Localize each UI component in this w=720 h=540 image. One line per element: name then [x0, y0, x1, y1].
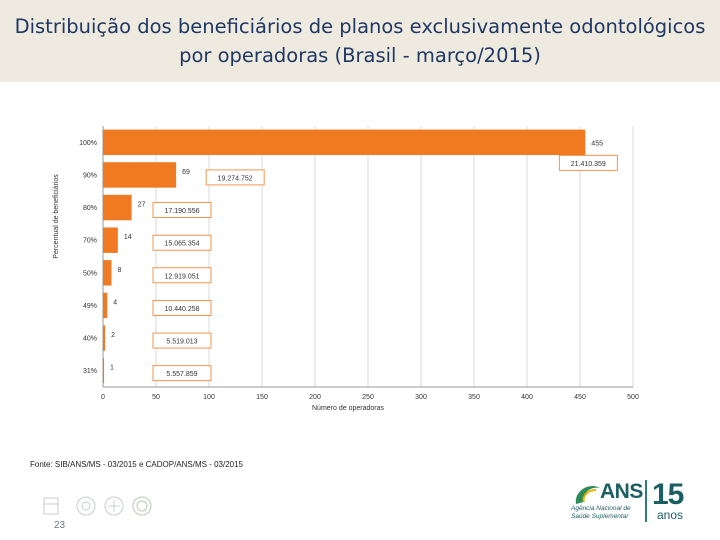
y-axis-title: Percentual de beneficiários [53, 174, 60, 259]
logo-icon-3 [104, 496, 124, 516]
x-tick-label: 500 [627, 394, 639, 401]
logo-icon-4 [132, 496, 152, 516]
title-band [0, 0, 720, 82]
anniversary-label: anos [657, 508, 684, 522]
partner-logos [43, 496, 152, 516]
beneficiaries-box [152, 300, 212, 316]
ans-logo-text: ANS [600, 480, 643, 503]
bar-value-label: 1 [110, 365, 114, 372]
bar-value-label: 2 [111, 332, 115, 339]
y-tick-label: 50% [83, 270, 97, 277]
beneficiaries-label: 21.410.359 [571, 161, 606, 168]
beneficiaries-box [152, 202, 212, 218]
y-tick-label: 49% [83, 303, 97, 310]
beneficiaries-label: 17.190.556 [164, 208, 199, 215]
beneficiaries-label: 15.065.354 [164, 241, 199, 248]
bar [103, 129, 586, 156]
x-tick-label: 350 [468, 394, 480, 401]
beneficiaries-box [152, 267, 212, 284]
ans-subtitle-line-2: Saúde Suplementar [571, 512, 629, 520]
beneficiaries-box [152, 332, 212, 349]
y-tick-label: 40% [83, 336, 97, 343]
x-tick-label: 250 [362, 394, 374, 401]
x-tick-label: 0 [101, 394, 105, 401]
page-number: 23 [54, 520, 66, 531]
anniversary-number: 15 [652, 478, 684, 511]
bar-value-label: 27 [138, 202, 146, 209]
beneficiaries-label: 5.519.013 [166, 339, 197, 346]
y-tick-label: 31% [83, 368, 97, 375]
bar [103, 260, 112, 286]
title-line-2: por operadoras (Brasil - março/2015) [179, 44, 541, 67]
beneficiaries-box [152, 365, 212, 382]
x-tick-label: 400 [521, 394, 533, 401]
bar [103, 227, 118, 253]
bar [103, 325, 106, 351]
x-tick-label: 200 [309, 394, 321, 401]
bar [103, 162, 177, 188]
beneficiaries-label: 12.919.051 [164, 273, 199, 280]
x-tick-label: 300 [415, 394, 427, 401]
beneficiaries-label: 19.274.752 [218, 175, 253, 182]
page-title: Distribuição dos beneficiários de planos… [0, 12, 720, 70]
ans-logo-subtitle: Agência Nacional de Saúde Suplementar [571, 505, 631, 520]
ans-swoosh-icon [575, 485, 600, 504]
bar [103, 292, 108, 319]
x-tick-label: 150 [256, 394, 268, 401]
beneficiaries-label: 5.557.859 [166, 371, 197, 378]
bar [103, 194, 132, 221]
bar [103, 357, 105, 384]
bar-chart: 0 50 100 150 200 250 300 350 400 450 500 Número de … [53, 126, 639, 412]
logo-icon-1 [43, 497, 59, 515]
beneficiaries-box [152, 234, 212, 251]
beneficiaries-label: 10.440.258 [164, 306, 199, 313]
y-tick-label: 100% [79, 140, 97, 147]
beneficiaries-box [558, 154, 618, 171]
logo-icon-2 [76, 496, 96, 516]
x-tick-label: 450 [574, 394, 586, 401]
y-tick-label: 80% [83, 205, 97, 212]
y-tick-label: 90% [83, 172, 97, 179]
x-axis-title: Número de operadoras [312, 405, 384, 412]
x-tick-label: 50 [152, 394, 160, 401]
title-line-1: Distribuição dos beneficiários de planos… [14, 15, 706, 38]
x-tick-label: 100 [203, 394, 215, 401]
logo-divider [645, 480, 647, 522]
bar-value-label: 8 [117, 267, 121, 274]
bar-value-label: 14 [124, 234, 132, 241]
bar-value-label: 69 [182, 169, 190, 176]
bar-value-label: 455 [591, 140, 603, 147]
source-note: Fonte: SIB/ANS/MS - 03/2015 e CADOP/ANS/… [30, 460, 243, 469]
bar-value-label: 4 [113, 299, 117, 306]
ans-subtitle-line-1: Agência Nacional de [571, 505, 631, 512]
beneficiaries-box [205, 169, 265, 186]
y-tick-label: 70% [83, 238, 97, 245]
